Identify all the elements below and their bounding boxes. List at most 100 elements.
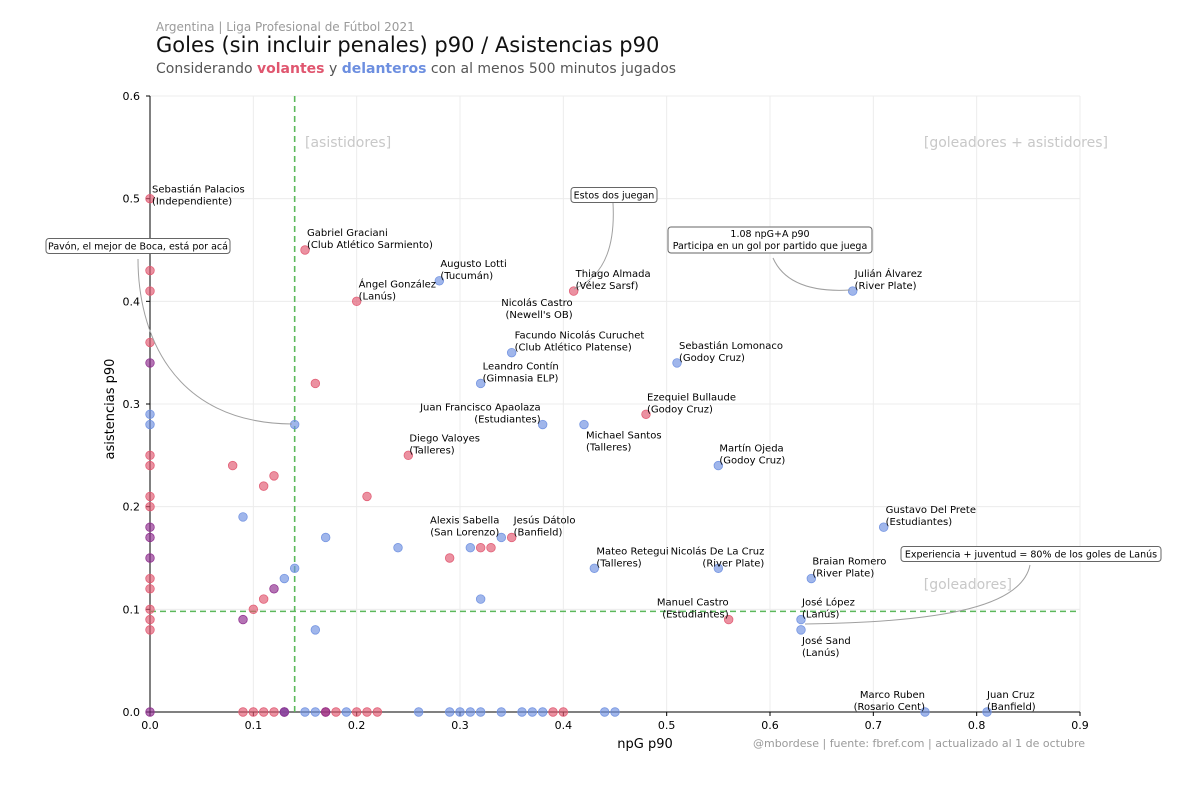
annotation-text: Estos dos juegan	[574, 191, 655, 202]
zone-label-asistidores: [asistidores]	[305, 135, 391, 151]
point-delanteros	[982, 707, 992, 717]
point-volantes	[258, 594, 269, 604]
y-tick-label: 0.2	[123, 501, 141, 514]
x-tick-label: 0.2	[348, 719, 366, 732]
point-label: José Sand	[801, 635, 851, 647]
point-overlap	[145, 707, 155, 717]
point-label: (Godoy Cruz)	[679, 353, 745, 364]
point-label: Braian Romero	[812, 557, 886, 568]
point-delanteros	[310, 625, 321, 635]
point-overlap	[145, 532, 155, 543]
point-delanteros	[527, 707, 538, 717]
point-label: (Godoy Cruz)	[647, 404, 713, 415]
x-tick-label: 0.0	[141, 719, 159, 732]
point-volantes	[145, 584, 155, 594]
point-volantes	[475, 543, 486, 553]
point-volantes	[351, 707, 362, 717]
point-label: Facundo Nicolás Curuchet	[515, 330, 645, 342]
point-volantes	[145, 625, 155, 635]
point-volantes	[248, 604, 259, 615]
annotation-connector	[137, 258, 293, 425]
point-label: (Estudiantes)	[662, 610, 729, 621]
x-tick-label: 0.7	[865, 719, 883, 732]
point-delanteros	[579, 419, 589, 430]
point-label: (Lanús)	[359, 290, 396, 302]
point-volantes	[145, 193, 155, 204]
point-delanteros	[465, 707, 476, 717]
point-delanteros	[878, 522, 889, 532]
point-label: (Lanús)	[802, 609, 839, 621]
annotation-box	[900, 546, 1162, 562]
x-tick-label: 0.6	[761, 719, 779, 732]
point-label: (Talleres)	[586, 443, 631, 454]
point-volantes	[403, 450, 414, 461]
point-volantes	[300, 245, 310, 255]
point-label: Nicolás De La Cruz	[671, 545, 765, 557]
x-tick-label: 0.3	[451, 719, 469, 732]
point-delanteros	[300, 707, 310, 717]
point-delanteros	[413, 707, 424, 717]
point-delanteros	[145, 419, 155, 430]
x-tick-label: 0.4	[555, 719, 573, 732]
chart-subtitle: Considerando volantes y delanteros con a…	[156, 61, 676, 77]
point-delanteros	[475, 707, 486, 717]
point-volantes	[248, 707, 259, 717]
annotation-connector	[772, 257, 851, 291]
point-delanteros	[796, 614, 806, 625]
point-volantes	[641, 409, 651, 419]
point-volantes	[351, 296, 362, 307]
point-label: Sebastián Lomonaco	[679, 340, 783, 352]
point-label: (Godoy Cruz)	[719, 456, 785, 467]
point-delanteros	[517, 707, 527, 717]
point-delanteros	[496, 707, 507, 717]
point-volantes	[269, 707, 279, 717]
y-tick-label: 0.4	[123, 295, 141, 308]
point-volantes	[362, 491, 372, 502]
point-delanteros	[796, 625, 806, 635]
point-label: Gabriel Graciani	[307, 228, 388, 239]
subtitle-delanteros: delanteros	[341, 61, 427, 77]
point-delanteros	[920, 707, 930, 717]
point-label: Mateo Retegui	[596, 546, 668, 557]
annotation-box	[570, 187, 658, 203]
point-label: Juan Francisco Apaolaza	[419, 403, 541, 414]
x-axis-label: npG p90	[617, 737, 673, 752]
point-delanteros	[341, 707, 352, 717]
annotation-text: 1.08 npG+A p90	[730, 229, 809, 240]
annotation-box	[667, 226, 873, 254]
point-volantes	[145, 604, 155, 615]
point-label: (Banfield)	[514, 527, 563, 538]
x-tick-label: 0.8	[968, 719, 986, 732]
point-label: Thiago Almada	[575, 269, 651, 280]
source-credit: @mbordese | fuente: fbref.com | actualiz…	[752, 737, 1085, 750]
point-volantes	[506, 532, 517, 543]
point-label: Ángel González	[359, 277, 436, 290]
y-tick-label: 0.0	[123, 706, 141, 719]
y-axis-label: asistencias p90	[103, 359, 118, 460]
point-volantes	[145, 286, 155, 296]
point-volantes	[362, 707, 372, 717]
point-label: (Estudiantes)	[474, 415, 541, 426]
point-delanteros	[444, 707, 455, 717]
point-delanteros	[310, 707, 321, 717]
point-volantes	[258, 481, 269, 491]
point-delanteros	[238, 512, 248, 522]
point-label: (San Lorenzo)	[430, 527, 499, 538]
annotation-text: Pavón, el mejor de Boca, está por acá	[48, 242, 228, 253]
point-volantes	[548, 707, 558, 717]
chart-title: Goles (sin incluir penales) p90 / Asiste…	[156, 33, 660, 57]
point-delanteros	[806, 573, 817, 584]
point-label: Julián Álvarez	[854, 267, 922, 280]
point-label: (Club Atlético Sarmiento)	[307, 239, 433, 251]
annotation-box	[45, 238, 231, 254]
point-delanteros	[320, 532, 331, 543]
point-delanteros	[537, 707, 548, 717]
point-delanteros	[393, 543, 403, 553]
point-delanteros	[713, 563, 724, 573]
y-tick-label: 0.3	[123, 398, 141, 411]
point-delanteros	[496, 532, 507, 543]
point-volantes	[145, 573, 155, 584]
point-overlap	[145, 522, 155, 532]
point-label: (Vélez Sarsf)	[576, 280, 639, 292]
point-label: Sebastián Palacios	[152, 184, 245, 196]
